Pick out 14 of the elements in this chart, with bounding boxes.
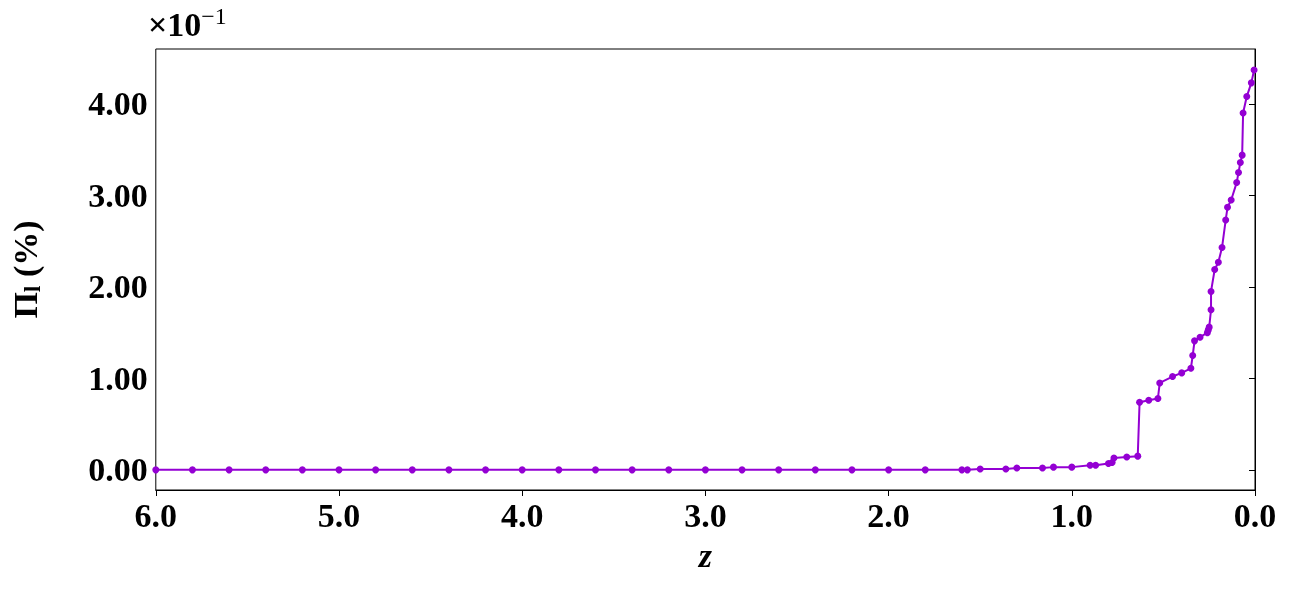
x-axis-title: z (697, 536, 713, 574)
x-tick-label: 0.0 (1233, 496, 1277, 534)
x-tick-label: 3.0 (684, 496, 727, 534)
y-tick-label: 0.00 (88, 451, 148, 489)
y-tick-label: 4.00 (88, 85, 148, 123)
y-tick-label: 3.00 (88, 176, 148, 214)
y-axis-title: Πl (%) (6, 220, 45, 319)
x-tick-label: 6.0 (134, 496, 178, 534)
x-tick-label: 2.0 (867, 496, 910, 534)
x-tick-label: 5.0 (317, 496, 361, 534)
x-tick-label: 4.0 (500, 496, 544, 534)
y-tick-label: 2.00 (88, 268, 148, 306)
x-tick-label: 1.0 (1050, 496, 1094, 534)
y-tick-label: 1.00 (88, 359, 148, 397)
